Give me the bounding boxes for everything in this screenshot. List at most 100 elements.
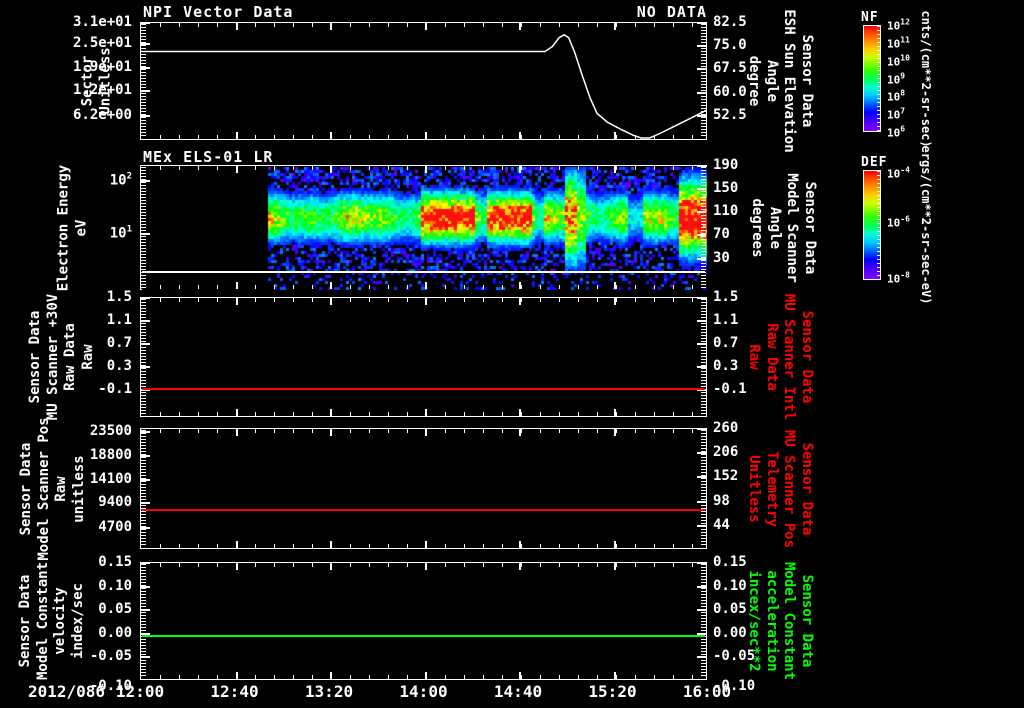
nf-colorbar-tick-label: 106 xyxy=(887,126,905,139)
axis-title-line: Sensor Data xyxy=(798,562,816,680)
right-tick-label: 0.10 xyxy=(713,579,747,593)
right-tick-label: -0.1 xyxy=(713,382,747,396)
right-tick-label: 44 xyxy=(713,518,730,532)
right-axis-title: Sensor Data Model Constant acceleration inc… xyxy=(745,562,815,680)
x-minor-ticks-bottom xyxy=(142,675,705,679)
axis-title-line: incex/sec**2 xyxy=(745,562,763,680)
y-minor-ticks-left xyxy=(141,564,146,678)
y-major-tick xyxy=(141,366,150,368)
time-tick-label: 12:40 xyxy=(210,682,258,701)
axis-title-line: Unitless xyxy=(97,47,115,114)
plot-screen: NPI Vector Data NO DATA MEx ELS-01 LR NF… xyxy=(0,0,1024,708)
axis-title-line: Sensor Data xyxy=(798,9,816,152)
axis-title-line: acceleration xyxy=(763,562,781,680)
y-major-tick xyxy=(141,609,150,611)
axis-title-line: Electron Energy xyxy=(56,164,74,290)
x-major-tick xyxy=(425,166,427,173)
right-tick-label: 0.00 xyxy=(713,626,747,640)
right-tick-label: 30 xyxy=(713,251,730,265)
x-major-tick xyxy=(519,298,521,305)
x-major-tick xyxy=(614,282,616,289)
axis-title-line: Sensor Data xyxy=(798,429,816,547)
right-tick-label: 75.0 xyxy=(713,38,747,52)
right-axis-title: Sensor Data ESH Sun Elevation Angle degree xyxy=(745,9,815,152)
x-minor-ticks-bottom xyxy=(142,285,705,289)
y-major-tick xyxy=(697,452,706,454)
axis-title-line: Angle xyxy=(763,9,781,152)
time-tick-label: 15:20 xyxy=(588,682,636,701)
x-major-tick xyxy=(236,409,238,416)
time-tick-label: 14:40 xyxy=(494,682,542,701)
x-major-tick xyxy=(614,672,616,679)
left-axis-title: Sensor Data Model Constant velocity index/s… xyxy=(17,562,87,680)
right-tick-label: 67.5 xyxy=(713,61,747,75)
left-tick-label: 3.1e+01 xyxy=(62,15,132,29)
y-major-tick xyxy=(141,562,150,564)
right-tick-label: 110 xyxy=(713,204,738,218)
x-major-tick xyxy=(519,409,521,416)
x-minor-ticks-top xyxy=(142,563,705,567)
y-major-tick xyxy=(697,343,706,345)
axis-title-line: Raw Data xyxy=(763,294,781,420)
axis-title-line: Sensor Data xyxy=(17,562,35,680)
x-major-tick xyxy=(519,541,521,548)
left-tick-label: -0.10 xyxy=(62,679,132,693)
panel-model-constant-velocity xyxy=(140,562,707,680)
y-minor-ticks-right xyxy=(701,299,706,415)
x-major-tick xyxy=(425,282,427,289)
x-major-tick xyxy=(330,563,332,570)
sun-elevation-curve xyxy=(141,23,708,141)
axis-title-line: Model Constant xyxy=(35,562,53,680)
panel2-title: MEx ELS-01 LR xyxy=(143,148,273,166)
x-major-tick xyxy=(614,298,616,305)
x-minor-ticks-bottom xyxy=(142,544,705,548)
panel-model-scanner-pos xyxy=(140,428,707,549)
right-tick-label: 1.1 xyxy=(713,313,738,327)
y-major-tick xyxy=(697,320,706,322)
x-major-tick xyxy=(425,429,427,436)
x-major-tick xyxy=(614,429,616,436)
time-tick-label: 14:00 xyxy=(399,682,447,701)
x-major-tick xyxy=(236,298,238,305)
y-major-tick xyxy=(141,431,150,433)
y-major-tick xyxy=(697,586,706,588)
def-colorbar-tick-label: 10-6 xyxy=(887,215,910,228)
y-major-tick xyxy=(697,562,706,564)
axis-title-line: Model Scanner Pos xyxy=(36,417,54,560)
x-major-tick xyxy=(236,166,238,173)
axis-title-line: MU Scanner Pos xyxy=(780,429,798,547)
y-minor-ticks-left xyxy=(141,299,146,415)
axis-title-line: unitless xyxy=(71,417,89,560)
y-major-tick xyxy=(141,586,150,588)
def-colorbar-tick-label: 10-8 xyxy=(887,271,910,284)
y-major-tick xyxy=(141,479,150,481)
y-major-tick xyxy=(697,656,706,658)
axis-title-line: Sensor Data xyxy=(798,294,816,420)
axis-title-line: MU Scanner +30V xyxy=(45,294,63,420)
x-major-tick xyxy=(330,298,332,305)
right-axis-title: Sensor Data Model Scanner Angle degrees xyxy=(748,173,818,283)
right-tick-label: 150 xyxy=(713,181,738,195)
right-axis-title: Sensor Data MU Scanner Intl Raw Data Raw xyxy=(745,294,815,420)
time-tick-label: 13:20 xyxy=(305,682,353,701)
nf-colorbar-tick-label: 1010 xyxy=(887,54,910,67)
x-major-tick xyxy=(330,409,332,416)
right-tick-label: 1.5 xyxy=(713,290,738,304)
model-scanner-pos-data-line xyxy=(142,509,705,511)
y-major-tick xyxy=(141,233,150,235)
left-axis-title: Sensor Data MU Scanner +30V Raw Data Raw xyxy=(27,294,97,420)
right-axis-title: Sensor Data MU Scanner Pos Telemetry Unitle… xyxy=(745,429,815,547)
axis-title-line: Sensor Data xyxy=(801,173,819,283)
y-major-tick xyxy=(697,476,706,478)
x-minor-ticks-top xyxy=(142,298,705,302)
panel-els-spectrogram xyxy=(140,165,707,290)
x-major-tick xyxy=(330,541,332,548)
axis-title-line: ESH Sun Elevation xyxy=(780,9,798,152)
right-tick-label: 0.3 xyxy=(713,359,738,373)
axis-title-line: Raw Data xyxy=(62,294,80,420)
panel1-title: NPI Vector Data xyxy=(143,3,293,21)
y-major-tick xyxy=(697,609,706,611)
y-minor-ticks-right xyxy=(701,167,706,288)
def-colorbar-units: ergs/(cm**2-sr-sec-eV) xyxy=(919,146,933,305)
x-major-tick xyxy=(614,541,616,548)
